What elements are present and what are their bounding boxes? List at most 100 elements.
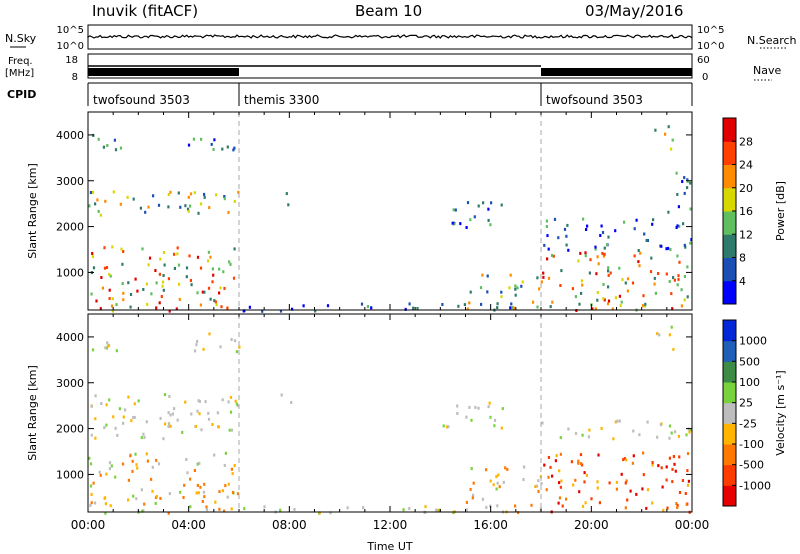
- echo-cell: [516, 286, 519, 290]
- colorbar-band: [723, 382, 736, 404]
- nave-tick-bottom-right: 0: [702, 72, 708, 83]
- colorbar-tick-label: 20: [739, 182, 753, 195]
- echo-cell: [173, 252, 176, 256]
- echo-cell: [665, 465, 668, 469]
- echo-cell: [686, 452, 690, 456]
- echo-cell: [653, 282, 656, 286]
- nsky-trace: [87, 34, 693, 39]
- echo-cell: [154, 501, 157, 505]
- echo-cell: [594, 247, 597, 251]
- echo-cell: [603, 298, 606, 302]
- echo-cell: [479, 286, 483, 290]
- echo-cell: [89, 462, 93, 466]
- echo-cell: [184, 400, 187, 404]
- echo-cell: [667, 210, 670, 214]
- echo-cell: [211, 267, 214, 271]
- echo-cell: [481, 273, 484, 277]
- echo-cell: [626, 277, 630, 281]
- echo-cell: [612, 437, 615, 441]
- echo-cell: [132, 416, 135, 419]
- x-tick-label: 00:00: [675, 518, 710, 532]
- echo-cell: [279, 309, 283, 313]
- echo-cell: [635, 218, 638, 222]
- echo-cell: [456, 404, 459, 408]
- echo-cell: [500, 203, 503, 207]
- echo-cell: [187, 195, 190, 199]
- echo-cell: [362, 506, 365, 510]
- echo-cell: [190, 412, 193, 416]
- echo-cell: [456, 412, 459, 415]
- echo-cell: [124, 408, 127, 412]
- echo-cell: [223, 195, 226, 198]
- echo-cell: [542, 275, 545, 279]
- echo-cell: [197, 491, 200, 495]
- echo-cell: [598, 501, 601, 505]
- echo-cell: [588, 271, 591, 275]
- echo-cell: [615, 487, 618, 491]
- echo-cell: [198, 412, 201, 416]
- echo-cell: [114, 426, 117, 430]
- freq-trace: [88, 65, 692, 76]
- echo-cell: [242, 309, 245, 313]
- echo-cell: [559, 485, 562, 489]
- echo-cell: [199, 303, 202, 307]
- echo-cell: [482, 201, 485, 205]
- y-tick-label: 1000: [56, 468, 84, 481]
- echo-cell: [678, 491, 682, 494]
- echo-cell: [638, 264, 641, 268]
- echo-cell: [127, 395, 130, 399]
- echo-cell: [101, 286, 104, 290]
- nsearch-label: N.Search: [747, 34, 797, 47]
- echo-cell: [678, 224, 681, 228]
- echo-cell: [497, 473, 500, 477]
- echo-cell: [161, 280, 165, 284]
- echo-cell: [215, 193, 218, 197]
- echo-cell: [670, 292, 673, 296]
- echo-cell: [646, 239, 649, 242]
- echo-cell: [547, 276, 551, 280]
- echo-cell: [108, 297, 111, 300]
- echo-cell: [500, 426, 503, 430]
- echo-cell: [510, 302, 513, 306]
- echo-cell: [230, 338, 233, 341]
- echo-cell: [623, 457, 626, 461]
- echo-cell: [110, 464, 113, 468]
- echo-cell: [545, 488, 548, 492]
- echo-cell: [168, 492, 171, 496]
- echo-cell: [95, 299, 98, 303]
- echo-cell: [221, 398, 224, 402]
- echo-cell: [235, 402, 238, 406]
- nsky-line: [87, 34, 693, 39]
- echo-cell: [603, 252, 606, 256]
- echo-cell: [111, 245, 114, 249]
- echo-cell: [509, 306, 512, 310]
- echo-cell: [147, 205, 150, 209]
- echo-cell: [574, 478, 577, 482]
- echo-cell: [169, 424, 172, 428]
- echo-cell: [547, 456, 550, 459]
- echo-cell: [547, 247, 550, 251]
- echo-cell: [666, 506, 669, 510]
- echo-cell: [681, 479, 684, 482]
- echo-cell: [229, 262, 232, 266]
- echo-cell: [547, 475, 550, 479]
- echo-cell: [218, 267, 221, 271]
- echo-cell: [596, 291, 599, 294]
- velocity-colorbar-label: Velocity [m s⁻¹]: [774, 370, 787, 455]
- echo-cell: [318, 511, 321, 515]
- echo-cell: [498, 485, 501, 489]
- echo-cell: [106, 144, 109, 147]
- echo-cell: [607, 285, 610, 289]
- echo-cell: [229, 395, 233, 399]
- echo-cell: [105, 346, 108, 350]
- echo-cell: [553, 217, 557, 221]
- echo-cell: [514, 284, 517, 288]
- echo-cell: [632, 429, 635, 433]
- echo-cell: [671, 138, 674, 142]
- echo-cell: [631, 461, 634, 465]
- echo-cell: [167, 411, 170, 415]
- echo-cell: [678, 455, 681, 459]
- echo-cell: [472, 481, 475, 485]
- echo-cell: [514, 287, 517, 291]
- echo-cell: [676, 283, 679, 287]
